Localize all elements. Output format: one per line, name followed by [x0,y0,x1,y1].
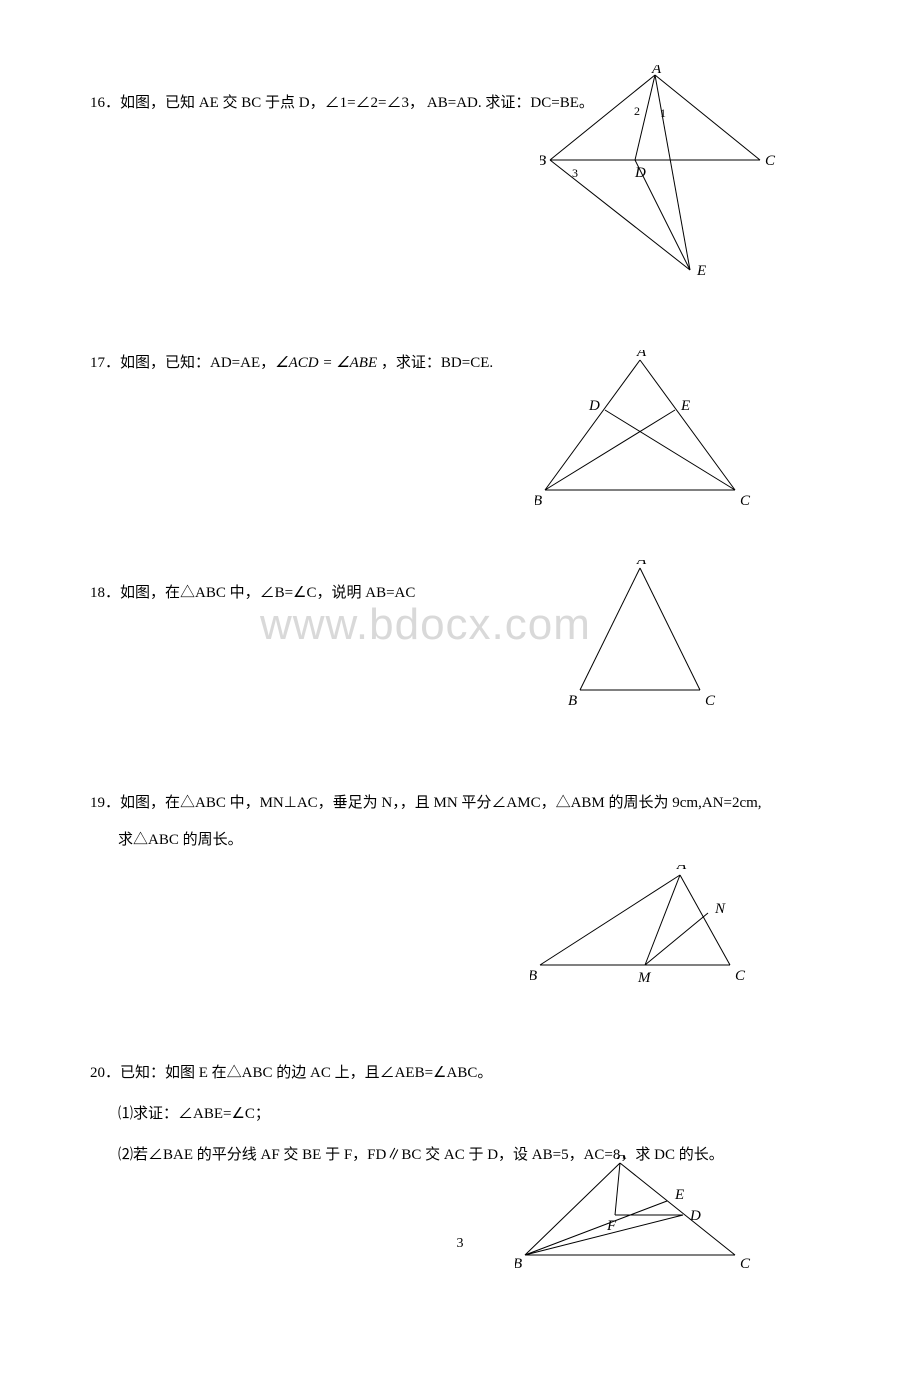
figure-20: A B C ED F [515,1155,755,1280]
svg-text:F: F [606,1218,617,1234]
svg-text:3: 3 [572,166,578,180]
p17-math: ∠ACD = ∠ABE [275,355,377,371]
svg-text:B: B [530,968,537,984]
svg-text:C: C [765,153,776,169]
svg-text:C: C [740,1256,751,1272]
svg-text:C: C [705,693,716,709]
svg-text:A: A [676,865,687,873]
p17-post: ，求证：BD=CE. [377,355,493,371]
svg-text:D: D [689,1208,701,1224]
svg-text:B: B [540,153,546,169]
svg-text:C: C [735,968,746,984]
svg-text:E: E [674,1187,684,1203]
svg-text:M: M [637,970,652,986]
svg-text:B: B [535,493,542,509]
figure-18: A B C [560,560,730,715]
svg-text:C: C [740,493,751,509]
problem-19: 19．如图，在△ABC 中，MN⊥AC，垂足为 N，，且 MN 平分∠AMC，△… [90,790,830,1000]
svg-text:B: B [568,693,577,709]
problem-19-text: 19．如图，在△ABC 中，MN⊥AC，垂足为 N，，且 MN 平分∠AMC，△… [90,790,830,817]
svg-text:1: 1 [660,106,666,120]
problem-20-text: 20．已知：如图 E 在△ABC 的边 AC 上，且∠AEB=∠ABC。 [90,1060,830,1087]
svg-text:E: E [696,263,706,279]
svg-text:A: A [651,65,662,77]
figure-16: A B C D E 1 2 3 [540,65,780,290]
svg-text:A: A [636,350,647,360]
svg-text:2: 2 [634,104,640,118]
figure-17: A B C D E [535,350,755,515]
problem-20-sub1: ⑴求证：∠ABE=∠C； [90,1101,830,1128]
figure-19: A B C M N [530,865,755,995]
problem-16: 16．如图，已知 AE 交 BC 于点 D，∠1=∠2=∠3， AB=AD. 求… [90,90,830,290]
p17-pre: 17．如图，已知：AD=AE， [90,355,275,371]
svg-text:D: D [634,165,646,181]
svg-text:A: A [636,560,647,568]
problem-17: 17．如图，已知：AD=AE，∠ACD = ∠ABE ，求证：BD=CE. A B… [90,350,830,520]
problem-19-text2: 求△ABC 的周长。 [90,827,830,854]
svg-text:D: D [588,398,600,414]
svg-text:A: A [616,1155,627,1163]
problem-18: 18．如图，在△ABC 中，∠B=∠C，说明 AB=AC ABC [90,580,830,730]
svg-text:E: E [680,398,690,414]
svg-text:B: B [515,1256,522,1272]
page-number: 3 [0,1236,920,1252]
svg-text:N: N [714,901,726,917]
